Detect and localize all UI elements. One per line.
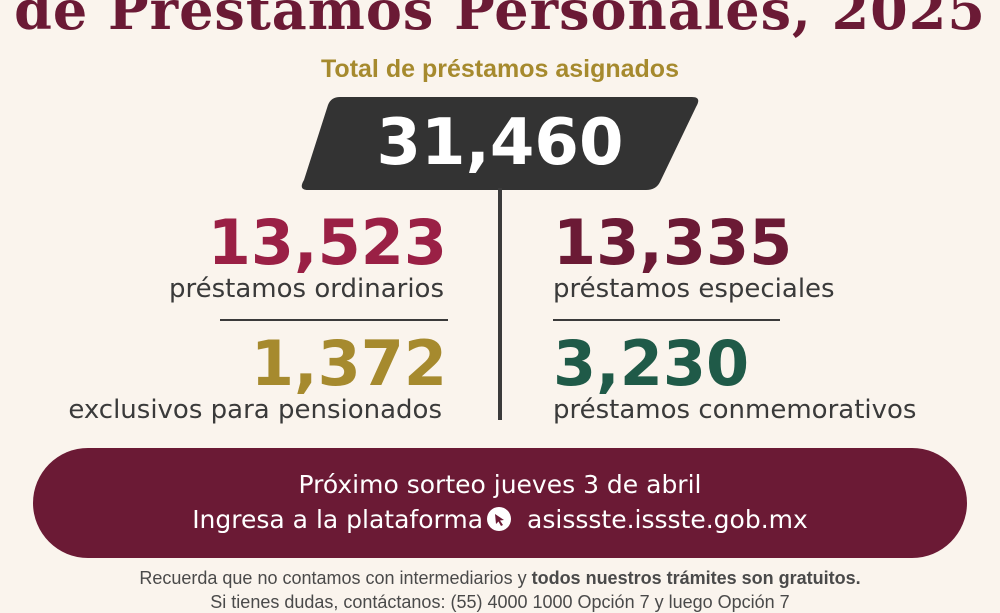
draw-info-banner: Próximo sorteo jueves 3 de abril Ingresa…: [33, 448, 967, 558]
pensioner-loans-label: exclusivos para pensionados: [68, 395, 442, 425]
special-loans-value: 13,335: [553, 206, 793, 279]
disclaimer-normal: Recuerda que no contamos con intermediar…: [139, 568, 532, 588]
center-divider: [498, 188, 502, 420]
cursor-click-icon: [487, 507, 512, 531]
left-divider: [220, 319, 448, 321]
contact-text: Si tienes dudas, contáctanos: (55) 4000 …: [210, 592, 790, 612]
page-title: de Préstamos Personales, 2025: [14, 0, 986, 42]
total-banner-shape: [301, 97, 699, 190]
commemorative-loans-value: 3,230: [553, 327, 750, 400]
platform-prefix: Ingresa a la plataforma: [192, 505, 484, 534]
disclaimer-text: Recuerda que no contamos con intermediar…: [0, 568, 1000, 589]
pensioner-loans-value: 1,372: [250, 327, 447, 400]
platform-line: Ingresa a la plataforma asissste.issste.g…: [33, 505, 967, 534]
disclaimer-bold: todos nuestros trámites son gratuitos.: [531, 568, 861, 588]
ordinary-loans-label: préstamos ordinarios: [169, 274, 444, 304]
commemorative-loans-label: préstamos conmemorativos: [553, 395, 917, 425]
ordinary-loans-value: 13,523: [207, 206, 447, 279]
subtitle: Total de préstamos asignados: [321, 55, 679, 83]
special-loans-label: préstamos especiales: [553, 274, 835, 304]
next-draw-text: Próximo sorteo jueves 3 de abril: [298, 470, 702, 499]
total-loans-value: 31,460: [376, 106, 624, 180]
platform-url-link[interactable]: asissste.issste.gob.mx: [527, 505, 808, 534]
right-divider: [553, 319, 780, 321]
